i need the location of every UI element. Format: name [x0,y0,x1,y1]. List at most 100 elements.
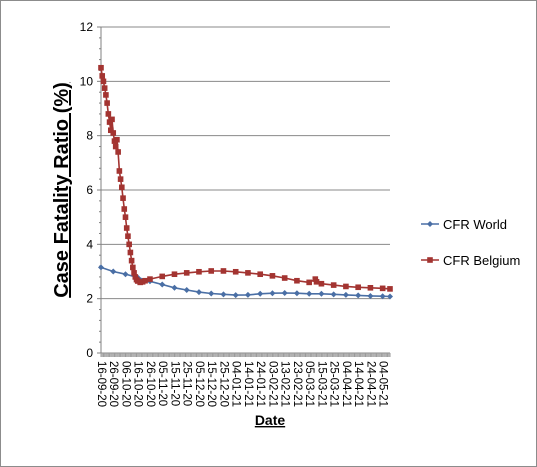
data-point-diamond [159,281,166,288]
data-point-square [100,78,107,85]
x-tick-label: 26-10-20 [144,361,156,407]
data-point-square [196,268,202,275]
data-point-diamond [195,289,202,296]
data-point-diamond [257,290,264,297]
data-point-square [330,282,337,288]
data-point-square [343,283,349,290]
data-point-square [120,195,126,201]
series-layer [98,64,393,300]
data-point-diamond [220,291,227,298]
data-point-square [171,271,178,278]
x-tick-label: 04-05-21 [377,361,389,407]
data-point-diamond [122,271,129,278]
y-tick-label: 12 [80,20,94,34]
data-point-diamond [293,290,300,297]
x-tick-label: 14-04-21 [352,361,364,407]
y-tick-label: 0 [86,346,93,360]
data-point-square [142,277,148,284]
data-point-diamond [244,291,251,298]
x-tick-label: 14-01-21 [242,361,254,407]
data-point-diamond [367,292,374,299]
legend-item: CFR World [421,217,507,232]
data-point-square [104,100,110,106]
data-point-square [114,136,120,143]
data-point-square [99,73,106,79]
x-tick-label: 05-11-20 [156,361,168,406]
data-point-diamond [232,292,239,299]
data-point-square [367,285,374,291]
x-tick-label: 25-12-20 [217,361,229,407]
data-point-diamond [379,293,386,300]
y-tick-label: 6 [86,183,93,197]
data-point-diamond [183,286,190,293]
x-tick-label: 13-02-21 [279,361,291,407]
data-point-square [105,111,112,117]
data-point-diamond [318,290,325,297]
data-point-diamond [281,289,288,296]
x-tick-label: 16-10-20 [132,361,144,407]
data-point-diamond [330,291,337,298]
y-tick-label: 2 [86,292,93,306]
data-point-square [131,270,137,276]
y-tick-label: 8 [86,129,93,143]
data-point-square [318,280,325,287]
data-point-square [387,286,393,292]
data-point-diamond [355,292,362,299]
data-point-square [115,149,121,155]
data-point-diamond [387,293,393,300]
y-tick-label: 4 [86,237,93,251]
x-axis-title: Date [255,412,286,428]
data-point-diamond [306,290,313,297]
x-tick-label: 05-12-20 [193,361,205,407]
data-point-diamond [171,284,178,291]
x-tick-label: 24-04-21 [364,361,376,407]
data-point-square [123,225,130,231]
data-point-square [112,143,119,150]
data-point-square [110,130,117,136]
data-point-square [122,214,129,220]
data-point-square [130,264,136,271]
legend-marker-diamond [427,221,433,227]
data-point-diamond [98,264,104,271]
y-axis-title: Case Fatality Ratio (%) [51,82,73,298]
data-point-square [125,233,131,239]
x-tick-label: 04-01-21 [230,361,242,407]
x-tick-label: 24-01-21 [254,361,266,407]
x-tick-label: 03-02-21 [266,361,278,407]
x-tick-label: 15-03-21 [315,361,327,407]
data-point-square [220,268,227,274]
data-point-square [245,270,251,276]
legend: CFR World CFR Belgium [421,217,520,268]
data-point-square [147,276,153,282]
data-point-diamond [269,290,276,297]
data-point-square [103,92,109,98]
data-point-square [257,271,263,278]
legend-label: CFR World [443,217,507,232]
data-point-square [232,268,239,275]
x-tick-label: 25-03-21 [328,361,340,407]
horizontal-gridlines [101,26,390,354]
data-point-square [313,279,320,285]
data-point-square [109,116,115,123]
data-point-diamond [208,290,215,297]
data-point-diamond [342,291,349,298]
data-point-square [101,85,108,91]
data-point-square [119,184,125,191]
series-line [100,67,391,290]
data-point-square [127,249,134,256]
data-point-square [355,284,361,291]
series-cfr-belgium [98,64,393,292]
x-tick-label: 26-09-20 [107,361,119,407]
legend-label: CFR Belgium [443,253,520,268]
data-point-square [294,277,300,284]
data-point-square [116,168,123,174]
y-axis-ticks: 0 2 4 6 8 10 12 [80,20,101,360]
y-tick-label: 10 [80,74,94,88]
x-tick-label: 04-04-21 [340,361,352,407]
data-point-square [306,279,312,286]
data-point-square [269,273,276,279]
data-point-square [117,176,124,182]
data-point-square [379,285,386,292]
